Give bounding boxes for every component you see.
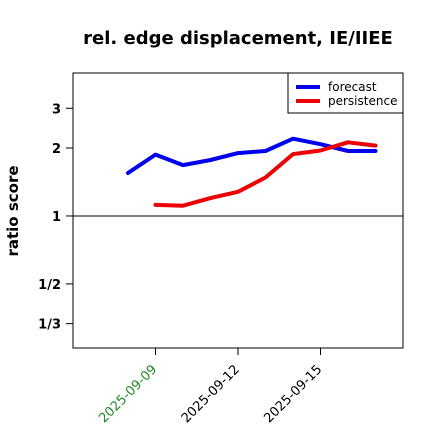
x-tick-label: 2025-09-12	[179, 362, 243, 426]
x-tick-label: 2025-09-09	[96, 362, 160, 426]
legend: forecast persistence	[287, 72, 404, 114]
legend-box	[287, 72, 404, 114]
legend-label-forecast: forecast	[328, 80, 377, 94]
y-tick-label: 2	[52, 142, 61, 157]
series-line-persistence	[153, 140, 378, 208]
y-tick-label: 1	[52, 210, 61, 225]
plot-frame	[72, 72, 404, 349]
y-tick-label: 3	[52, 102, 61, 117]
y-tick-label: 1/3	[38, 318, 61, 333]
series-layer	[126, 136, 378, 208]
x-tick-label: 2025-09-15	[261, 362, 325, 426]
y-axis-label: ratio score	[4, 165, 22, 256]
y-tick-label: 1/2	[38, 278, 61, 293]
chart-title: rel. edge displacement, IE/IIEE	[83, 28, 393, 49]
y-axis: 3 2 1 1/2 1/3	[38, 102, 73, 333]
x-axis: 2025-09-09 2025-09-12 2025-09-15	[96, 348, 325, 426]
legend-label-persistence: persistence	[328, 94, 397, 108]
